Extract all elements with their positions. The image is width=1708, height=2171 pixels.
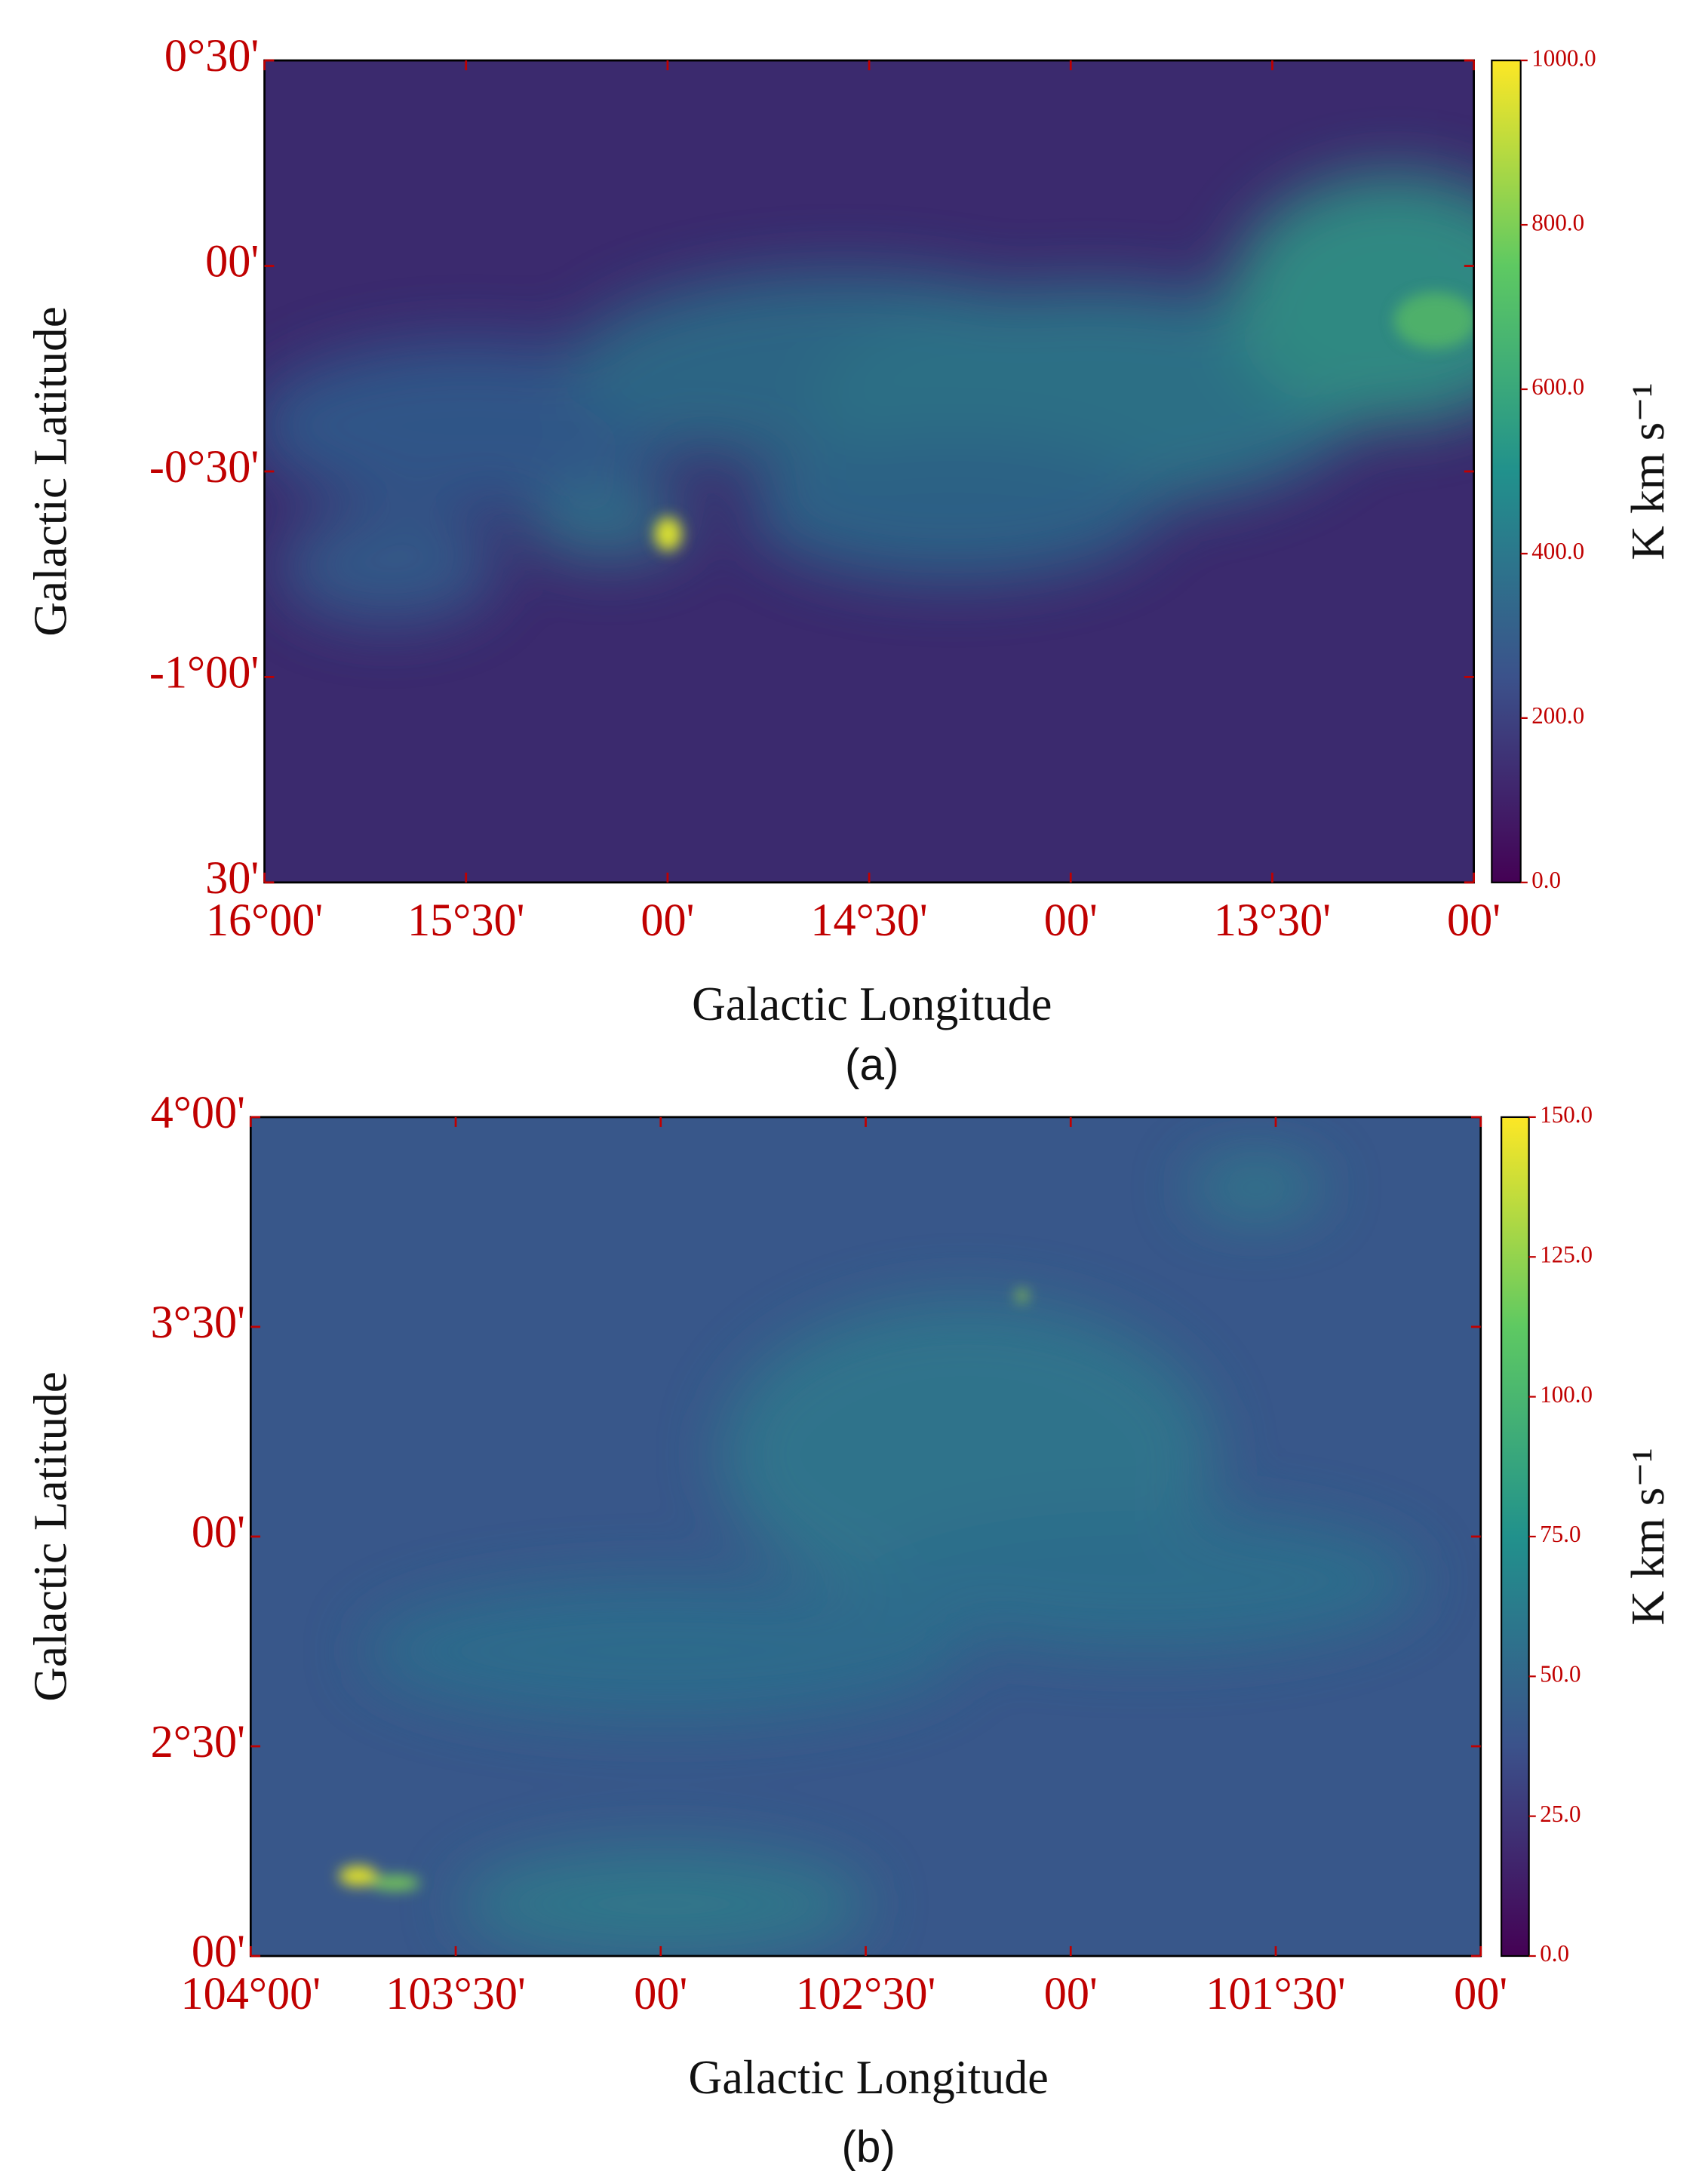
x-axis-label: Galactic Longitude (692, 977, 1052, 1030)
y-axis-label: Galactic Latitude (24, 1371, 76, 1702)
colorbar-tick-label: 1000.0 (1531, 45, 1596, 71)
caption: (a) (845, 1039, 899, 1090)
colorbar (1491, 59, 1522, 883)
y-tick-label: 30' (205, 852, 259, 904)
colorbar-tick-label: 25.0 (1540, 1801, 1581, 1827)
x-tick-label: 13°30' (1214, 895, 1331, 946)
colorbar-tick-label: 800.0 (1531, 209, 1584, 235)
y-tick-label: -0°30' (149, 442, 259, 493)
x-axis-label: Galactic Longitude (689, 2051, 1049, 2105)
colorbar-tick-label: 600.0 (1531, 373, 1584, 400)
x-tick-label: 00' (1454, 1968, 1507, 2019)
colorbar-tick-label: 0.0 (1540, 1940, 1569, 1967)
map-image (250, 1116, 1481, 1956)
colorbar-tick-label: 125.0 (1540, 1241, 1593, 1267)
y-axis-label: Galactic Latitude (24, 306, 76, 637)
y-tick-label: 2°30' (151, 1717, 245, 1768)
x-tick-label: 00' (634, 1968, 687, 2019)
x-tick-label: 00' (1044, 895, 1098, 946)
colorbar-tick-label: 150.0 (1540, 1101, 1593, 1128)
x-tick-label: 00' (1044, 1968, 1098, 2019)
x-tick-label: 103°30' (386, 1968, 526, 2019)
y-tick-label: 3°30' (151, 1297, 245, 1349)
y-tick-label: 4°00' (151, 1087, 245, 1138)
y-tick-label: 00' (192, 1927, 245, 1978)
colorbar-label: K km s⁻¹ (1622, 382, 1674, 560)
x-tick-label: 15°30' (407, 895, 524, 946)
colorbar-tick-label: 75.0 (1540, 1521, 1581, 1547)
x-tick-label: 102°30' (796, 1968, 936, 2019)
y-tick-label: 0°30' (164, 31, 259, 82)
y-tick-label: -1°00' (149, 647, 259, 699)
map-image (264, 60, 1474, 883)
x-tick-label: 104°00' (181, 1968, 321, 2019)
colorbar-tick-label: 50.0 (1540, 1660, 1581, 1687)
colorbar-tick-label: 100.0 (1540, 1381, 1593, 1408)
y-tick-label: 00' (192, 1507, 245, 1558)
colorbar-tick-label: 400.0 (1531, 538, 1584, 564)
colorbar-tick-label: 200.0 (1531, 702, 1584, 729)
x-tick-label: 00' (1447, 895, 1501, 946)
caption: (b) (841, 2121, 895, 2171)
y-tick-label: 00' (205, 236, 259, 287)
colorbar-tick-label: 0.0 (1531, 867, 1561, 893)
x-tick-label: 101°30' (1206, 1968, 1346, 2019)
x-tick-label: 00' (640, 895, 694, 946)
x-tick-label: 14°30' (810, 895, 927, 946)
colorbar-label: K km s⁻¹ (1622, 1448, 1674, 1625)
x-tick-label: 16°00' (206, 895, 323, 946)
colorbar (1501, 1116, 1530, 1958)
